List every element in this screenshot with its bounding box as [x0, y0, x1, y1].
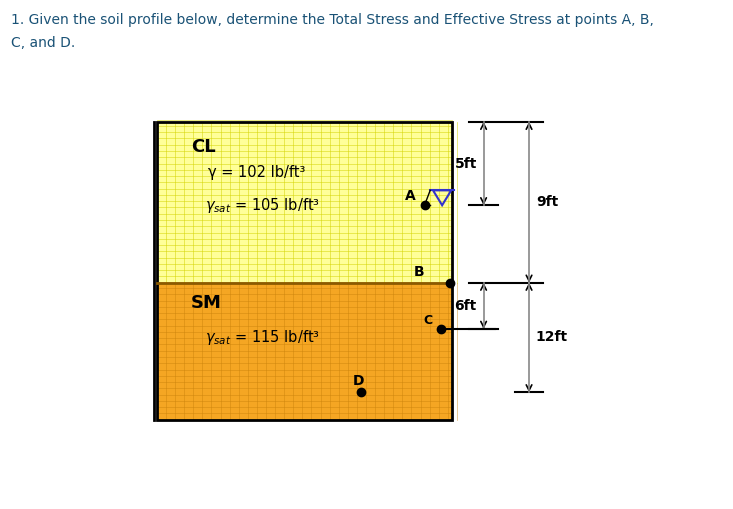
- Text: γ = 102 lb/ft³: γ = 102 lb/ft³: [208, 165, 306, 180]
- Bar: [157, 122, 452, 420]
- Bar: [157, 282, 452, 420]
- Text: SM: SM: [191, 294, 222, 313]
- Text: $\gamma_{sat}$ = 105 lb/ft³: $\gamma_{sat}$ = 105 lb/ft³: [205, 196, 320, 215]
- Text: $\gamma_{sat}$ = 115 lb/ft³: $\gamma_{sat}$ = 115 lb/ft³: [205, 328, 320, 347]
- Text: 5ft: 5ft: [454, 157, 476, 171]
- Text: CL: CL: [191, 137, 216, 156]
- Text: C: C: [424, 314, 432, 327]
- Text: C, and D.: C, and D.: [11, 36, 75, 50]
- Text: 12ft: 12ft: [536, 330, 568, 345]
- Bar: [157, 122, 452, 282]
- Text: 9ft: 9ft: [536, 195, 558, 209]
- Text: 6ft: 6ft: [454, 299, 476, 313]
- Text: D: D: [353, 374, 364, 387]
- Text: B: B: [413, 265, 424, 279]
- Text: A: A: [405, 189, 416, 203]
- Text: 1. Given the soil profile below, determine the Total Stress and Effective Stress: 1. Given the soil profile below, determi…: [11, 13, 654, 27]
